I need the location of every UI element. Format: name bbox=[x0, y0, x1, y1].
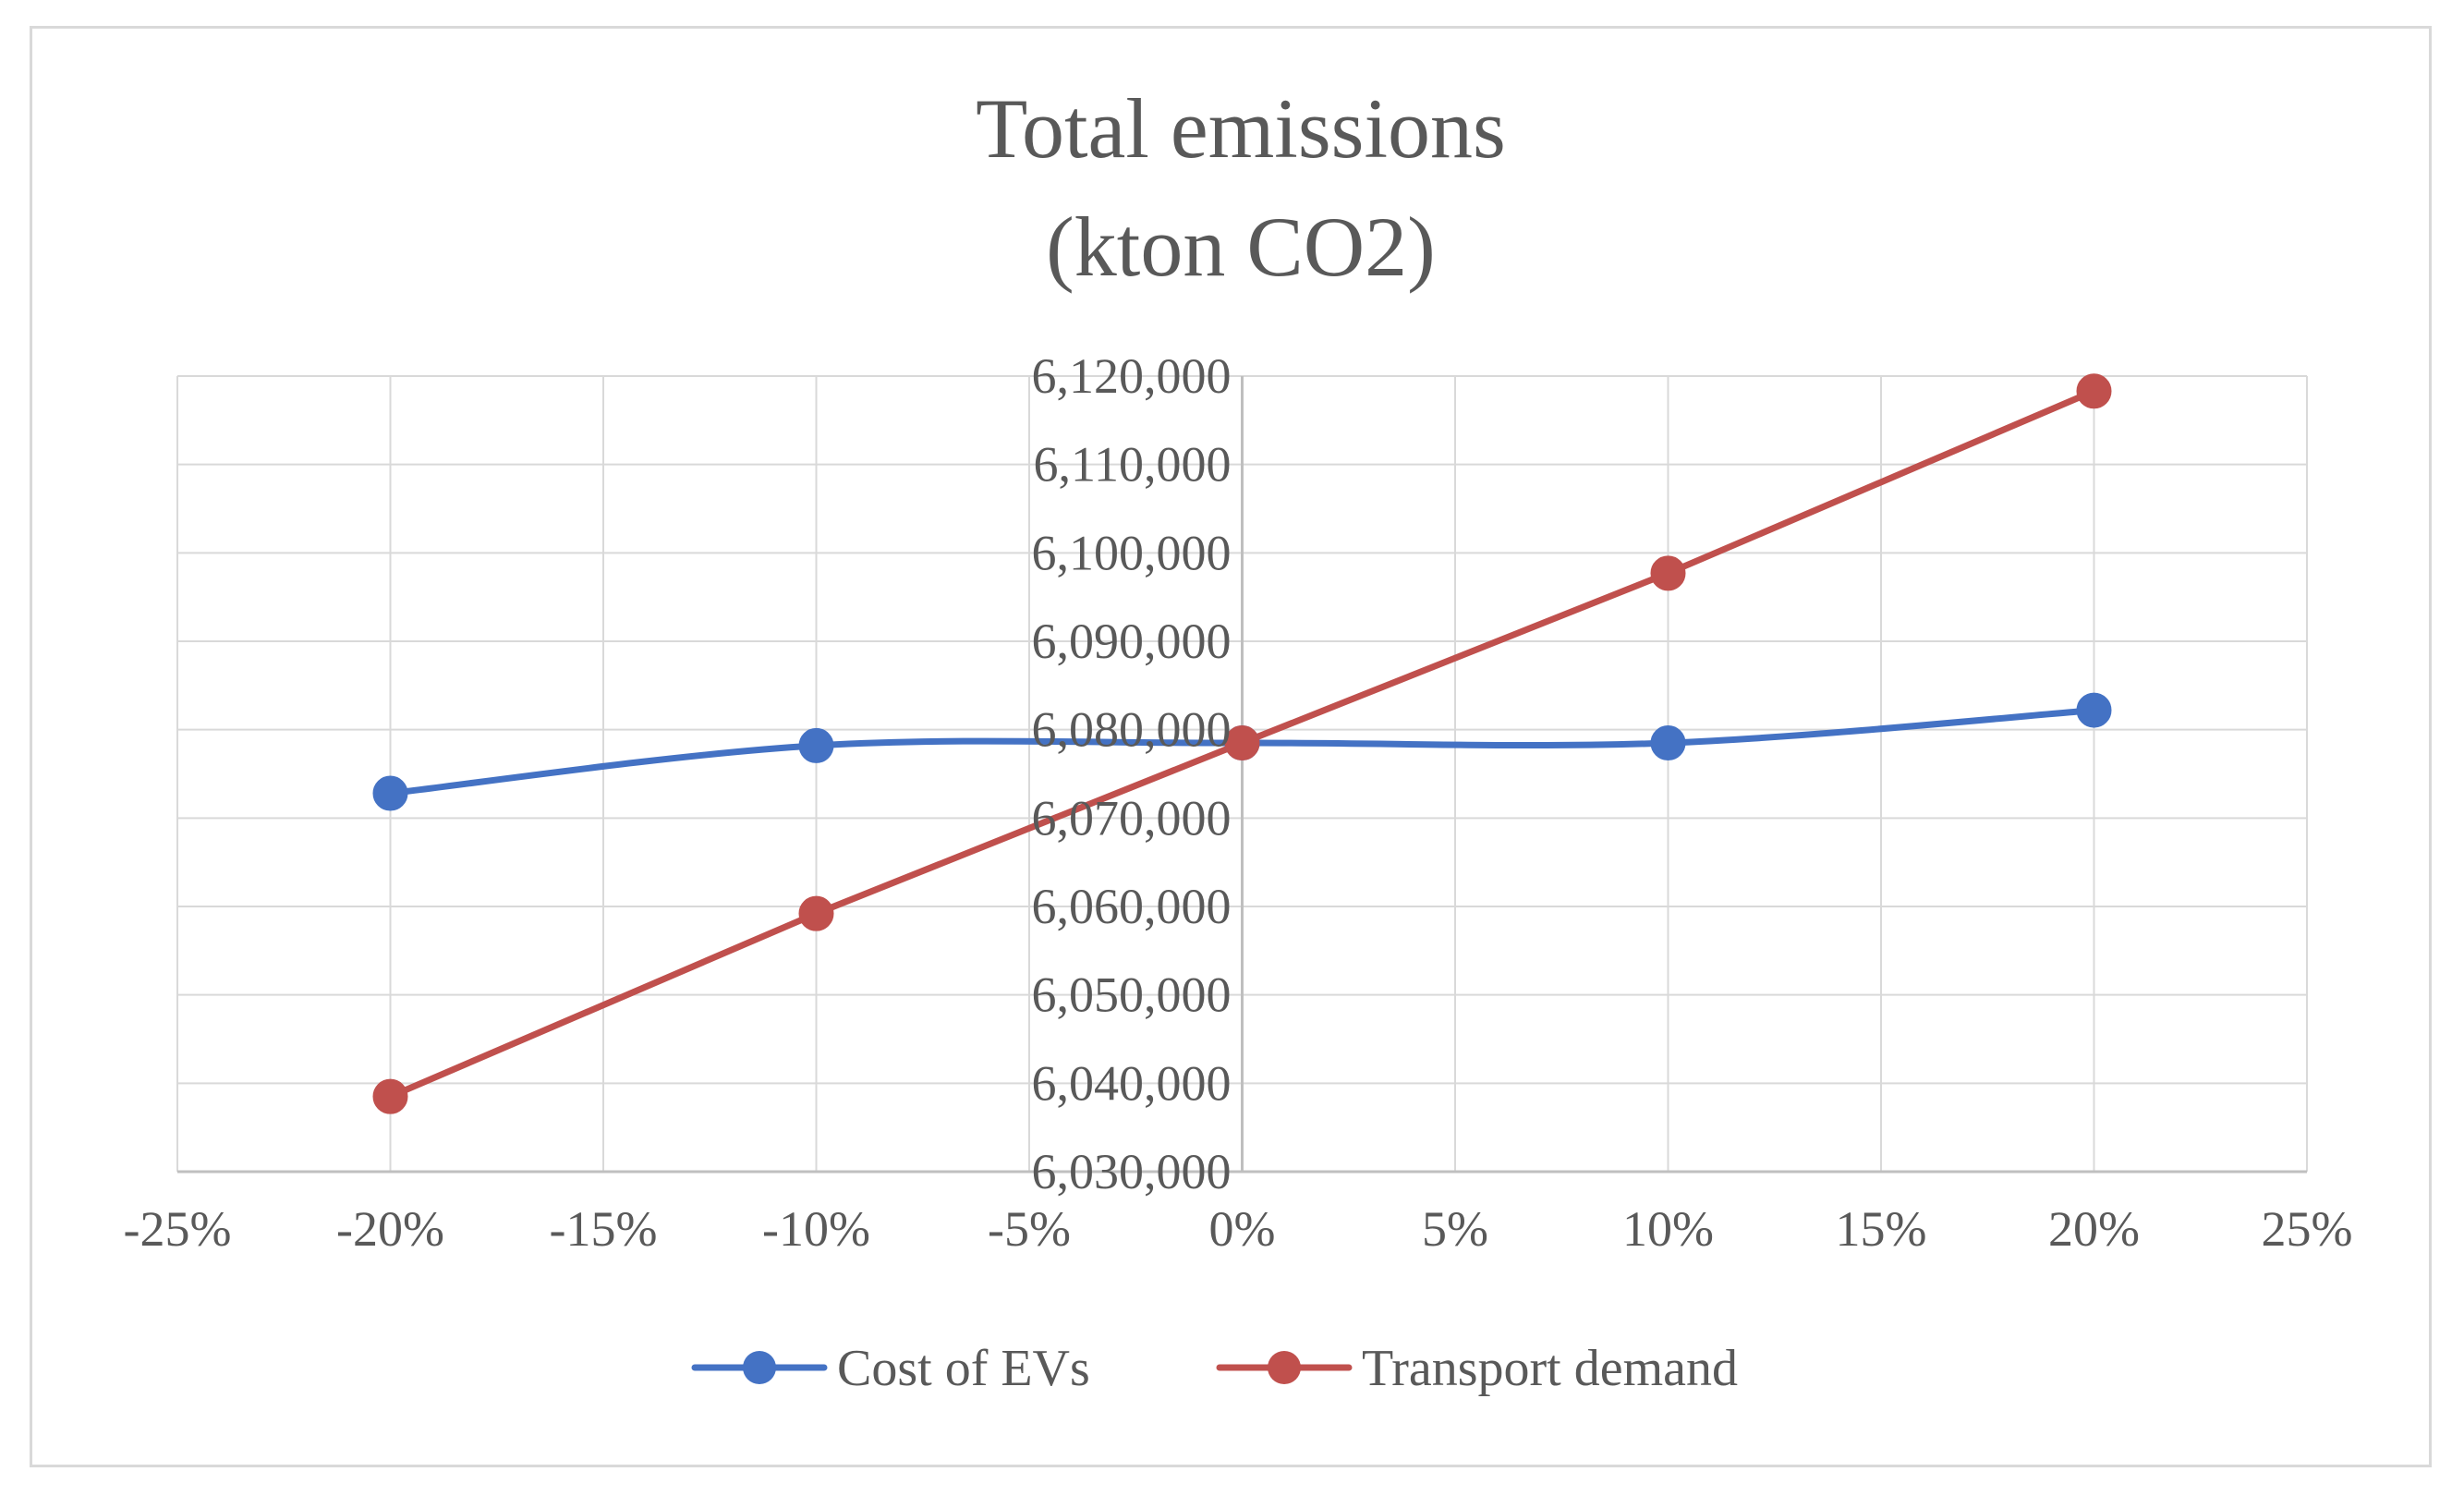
x-tick-label: -25% bbox=[124, 1201, 232, 1257]
y-tick-label: 6,060,000 bbox=[1032, 879, 1232, 934]
x-tick-label: 20% bbox=[2048, 1201, 2140, 1257]
data-point-series-1 bbox=[2076, 373, 2112, 409]
chart-title-line-2: (kton CO2) bbox=[1046, 200, 1436, 294]
data-point-series-0 bbox=[2076, 692, 2112, 728]
y-tick-label: 6,080,000 bbox=[1032, 702, 1232, 758]
x-tick-label: 25% bbox=[2262, 1201, 2353, 1257]
y-tick-label: 6,120,000 bbox=[1032, 348, 1232, 404]
x-tick-label: 0% bbox=[1209, 1201, 1276, 1257]
legend-label: Transport demand bbox=[1362, 1340, 1738, 1397]
y-tick-label: 6,030,000 bbox=[1032, 1144, 1232, 1199]
y-tick-label: 6,040,000 bbox=[1032, 1055, 1232, 1111]
x-tick-label: -15% bbox=[550, 1201, 658, 1257]
y-tick-label: 6,050,000 bbox=[1032, 967, 1232, 1023]
legend-label: Cost of EVs bbox=[837, 1340, 1090, 1397]
x-axis-tick-labels: -25% -20% -15% -10% -5% 0% 5% 10% 15% 20% 25% bbox=[124, 1201, 2353, 1257]
legend: Cost of EVs Transport demand bbox=[691, 1340, 1738, 1397]
y-tick-label: 6,070,000 bbox=[1032, 790, 1232, 845]
chart-title-line-1: Total emissions bbox=[976, 81, 1506, 176]
axes bbox=[177, 376, 2307, 1174]
y-tick-label: 6,090,000 bbox=[1032, 614, 1232, 669]
y-tick-label: 6,110,000 bbox=[1034, 437, 1232, 493]
y-tick-label: 6,100,000 bbox=[1032, 525, 1232, 580]
y-axis-tick-labels: 6,030,000 6,040,000 6,050,000 6,060,000 6,07… bbox=[1032, 348, 1232, 1199]
data-point-series-0 bbox=[1650, 725, 1686, 761]
data-point-series-1 bbox=[372, 1078, 408, 1114]
data-point-series-1 bbox=[1650, 555, 1686, 591]
legend-swatch-marker-1 bbox=[1268, 1351, 1301, 1384]
data-point-series-0 bbox=[798, 727, 834, 763]
x-tick-label: 15% bbox=[1836, 1201, 1927, 1257]
x-tick-label: -10% bbox=[762, 1201, 870, 1257]
x-tick-label: -20% bbox=[336, 1201, 444, 1257]
x-tick-label: 10% bbox=[1622, 1201, 1714, 1257]
chart-title: Total emissions (kton CO2) bbox=[976, 81, 1506, 294]
x-tick-label: 5% bbox=[1422, 1201, 1488, 1257]
data-point-series-0 bbox=[372, 775, 408, 811]
data-point-series-1 bbox=[1224, 725, 1260, 761]
data-point-series-1 bbox=[798, 895, 834, 931]
series-markers bbox=[372, 373, 2112, 1114]
legend-swatch-marker-0 bbox=[743, 1351, 776, 1384]
x-tick-label: -5% bbox=[988, 1201, 1071, 1257]
